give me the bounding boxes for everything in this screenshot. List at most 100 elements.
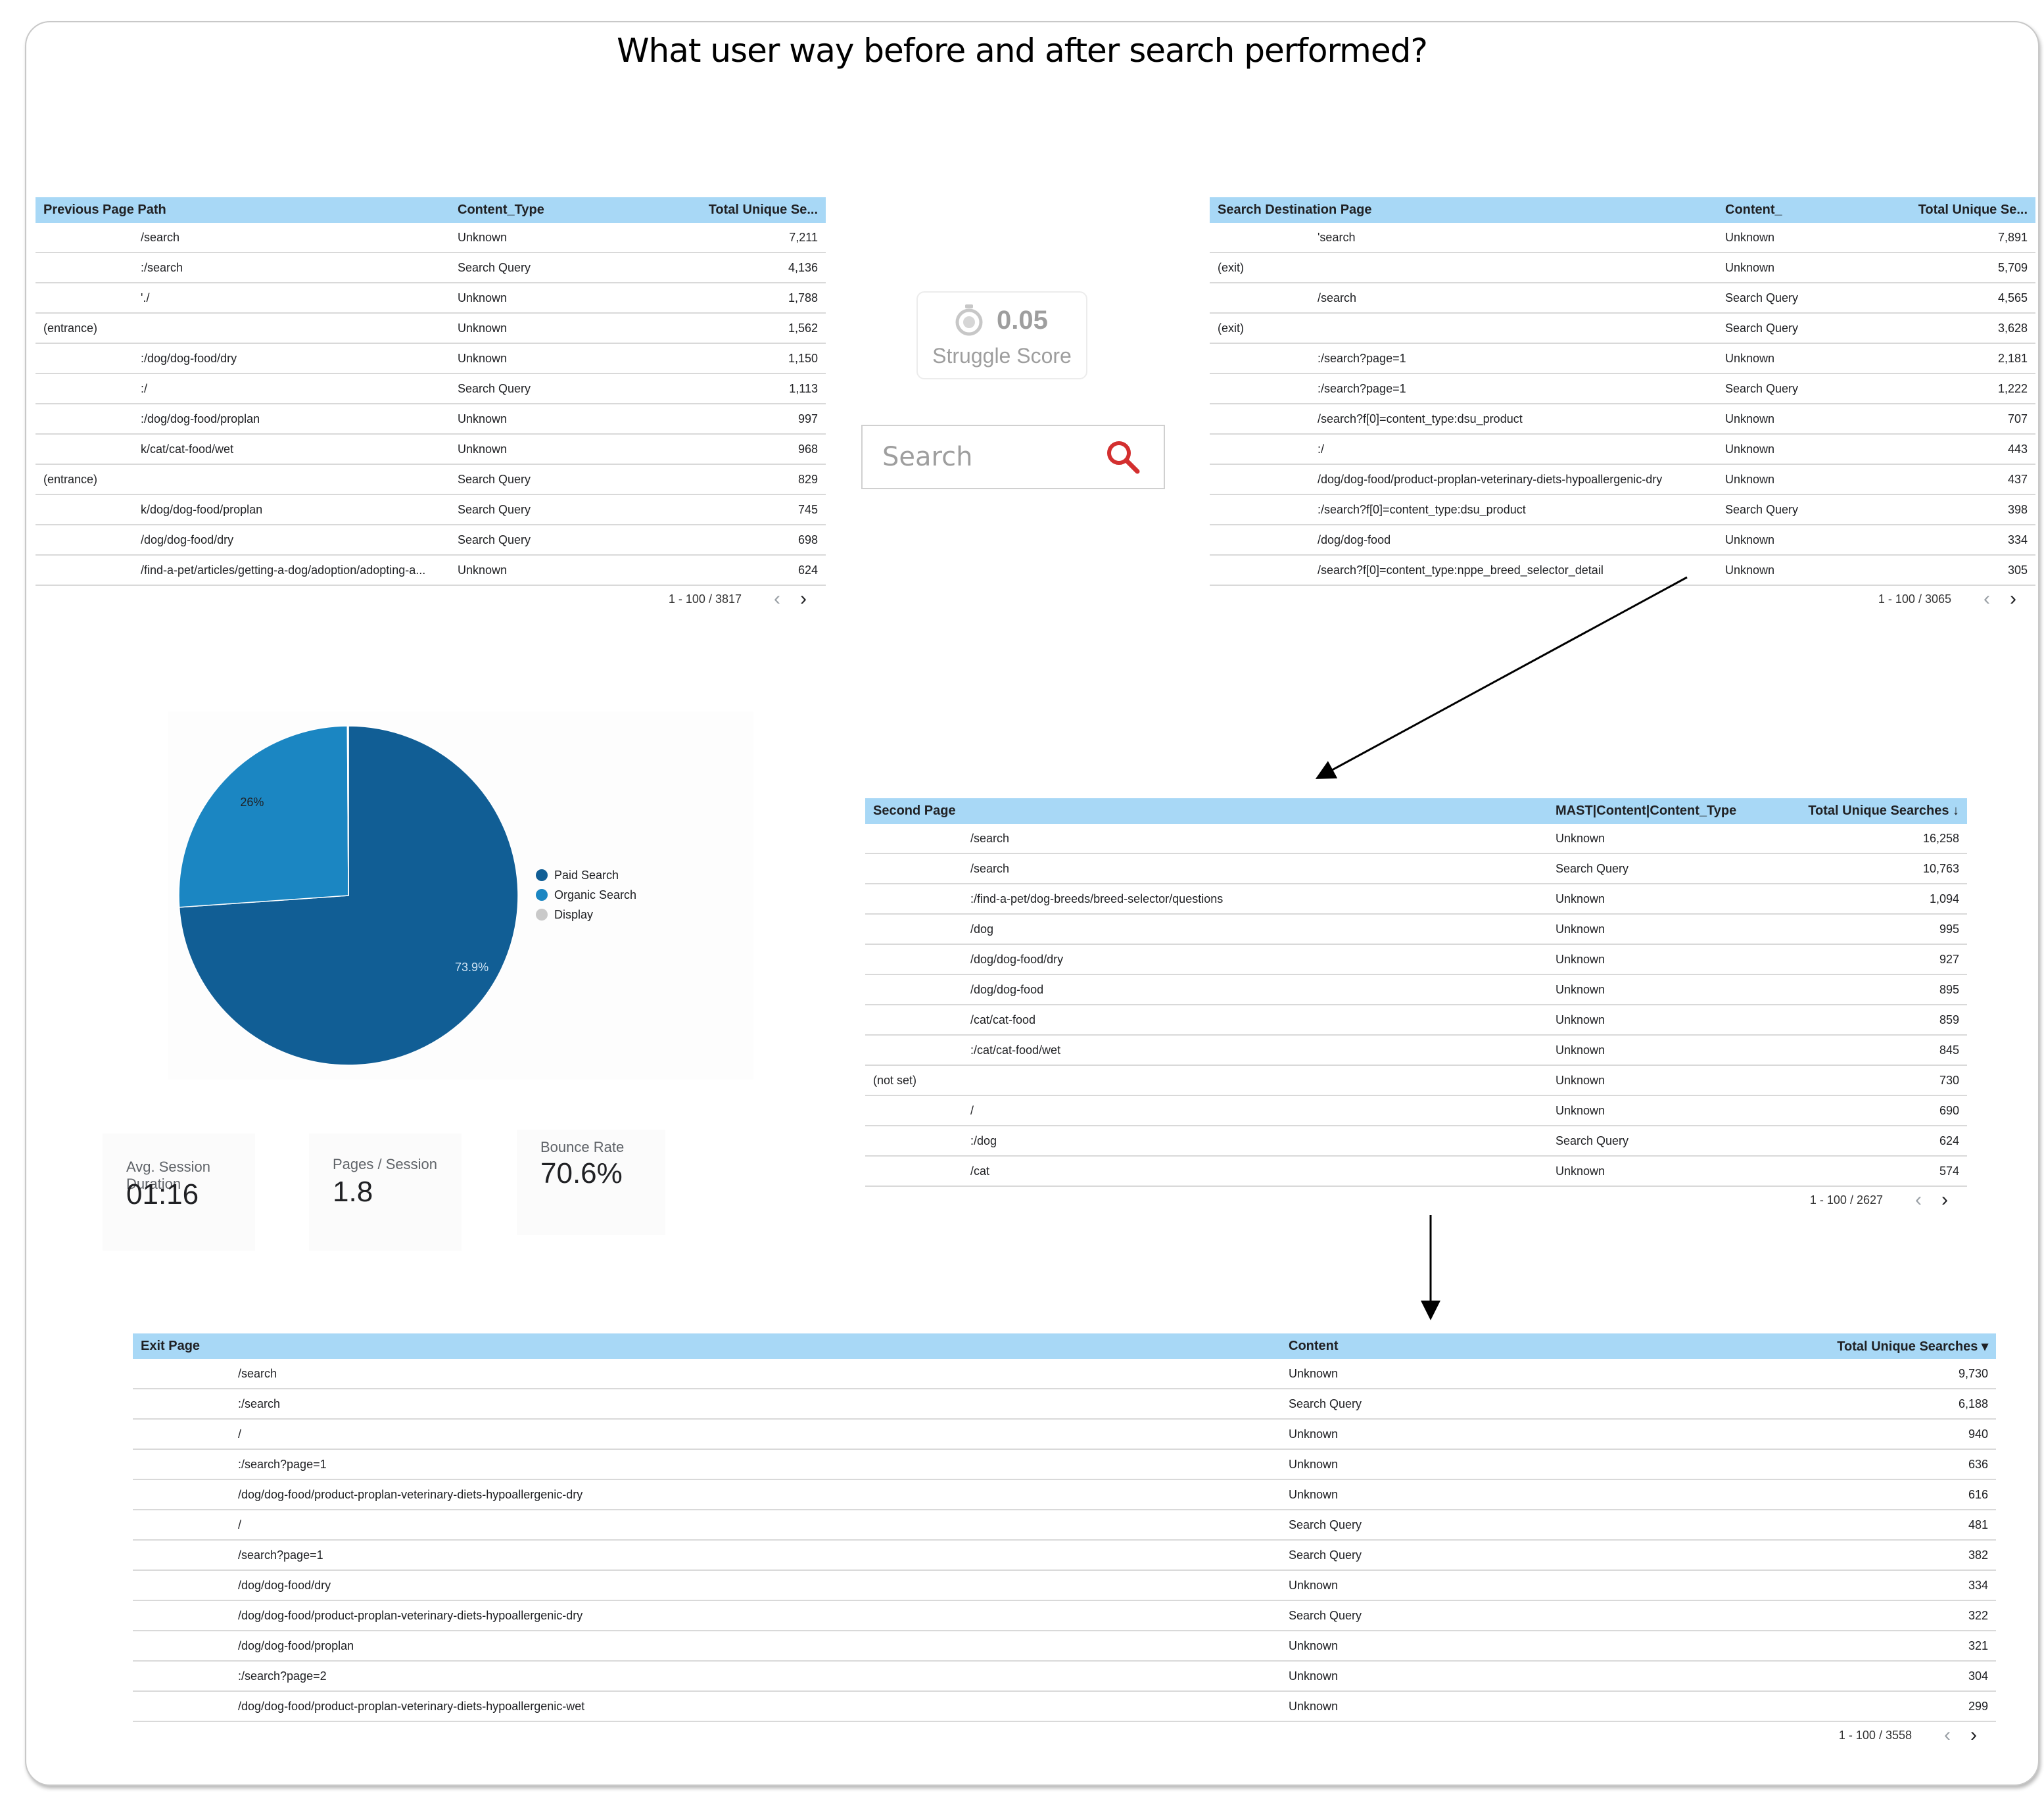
table-row[interactable]: :/ Search Query 1,113 — [36, 374, 826, 404]
cell-content-type: Search Query — [458, 260, 531, 274]
chevron-left-icon[interactable]: ‹ — [774, 588, 780, 610]
table-row[interactable]: / Unknown 690 — [865, 1096, 1967, 1126]
cell-page: /search — [970, 831, 1010, 845]
stopwatch-icon — [955, 304, 983, 336]
table-row[interactable]: /dog/dog-food/dry Unknown 334 — [133, 1571, 1996, 1601]
table-header: Previous Page Path Content_Type Total Uniq… — [36, 197, 826, 223]
column-header[interactable]: Previous Page Path — [43, 203, 166, 217]
column-header[interactable]: Total Unique Searches ↓ — [1808, 803, 1959, 818]
struggle-score-label: Struggle Score — [932, 344, 1072, 368]
cell-content-type: Search Query — [1725, 321, 1799, 335]
table-row[interactable]: :/search?f[0]=content_type:dsu_product Se… — [1210, 495, 2035, 525]
column-header[interactable]: Total Unique Se... — [1918, 203, 2028, 217]
cell-total: 940 — [1968, 1427, 1988, 1441]
table-row[interactable]: k/cat/cat-food/wet Unknown 968 — [36, 435, 826, 465]
table-row[interactable]: /dog/dog-food/dry Unknown 927 — [865, 945, 1967, 975]
table-row[interactable]: 'search Unknown 7,891 — [1210, 223, 2035, 253]
cell-page: :/search?page=1 — [238, 1457, 327, 1471]
table-row[interactable]: (entrance) Unknown 1,562 — [36, 314, 826, 344]
cell-total: 636 — [1968, 1457, 1988, 1471]
table-row[interactable]: /dog/dog-food/product-proplan-veterinary… — [1210, 465, 2035, 495]
table-row[interactable]: /dog/dog-food Unknown 895 — [865, 975, 1967, 1005]
table-row[interactable]: :/search Search Query 4,136 — [36, 253, 826, 283]
column-header[interactable]: Total Unique Se... — [708, 203, 818, 217]
cell-total: 616 — [1968, 1487, 1988, 1501]
previous-page-table: Previous Page Path Content_Type Total Uniq… — [36, 197, 826, 612]
table-row[interactable]: (not set) Unknown 730 — [865, 1066, 1967, 1096]
cell-page: 'search — [1318, 230, 1356, 244]
table-row[interactable]: /search?f[0]=content_type:nppe_breed_sel… — [1210, 556, 2035, 586]
cell-content-type: Search Query — [458, 381, 531, 395]
table-row[interactable]: :/ Unknown 443 — [1210, 435, 2035, 465]
table-row[interactable]: /dog/dog-food/proplan Unknown 321 — [133, 1631, 1996, 1662]
chevron-right-icon[interactable]: › — [1941, 1189, 1948, 1210]
table-row[interactable]: :/cat/cat-food/wet Unknown 845 — [865, 1036, 1967, 1066]
cell-page: /dog — [970, 922, 994, 936]
cell-page: /dog/dog-food/proplan — [238, 1639, 354, 1652]
search-input[interactable] — [881, 441, 1081, 473]
table-row[interactable]: :/search Search Query 6,188 — [133, 1389, 1996, 1420]
table-row[interactable]: /dog/dog-food/product-proplan-veterinary… — [133, 1692, 1996, 1722]
legend-dot-organic — [536, 889, 548, 901]
cell-page: :/search?page=1 — [1318, 351, 1406, 365]
table-row[interactable]: / Unknown 940 — [133, 1420, 1996, 1450]
chevron-right-icon[interactable]: › — [1970, 1724, 1977, 1746]
column-header[interactable]: MAST|Content|Content_Type — [1556, 803, 1737, 818]
table-row[interactable]: (exit) Unknown 5,709 — [1210, 253, 2035, 283]
column-header[interactable]: Content_Type — [458, 203, 544, 217]
table-row[interactable]: /search Search Query 4,565 — [1210, 283, 2035, 314]
column-header[interactable]: Second Page — [873, 803, 956, 818]
chevron-left-icon[interactable]: ‹ — [1984, 588, 1990, 610]
table-row[interactable]: /find-a-pet/articles/getting-a-dog/adopt… — [36, 556, 826, 586]
table-row[interactable]: './ Unknown 1,788 — [36, 283, 826, 314]
pagination: 1 - 100 / 3558 ‹ › — [133, 1722, 1996, 1748]
cell-content-type: Unknown — [1289, 1578, 1339, 1592]
cell-total: 5,709 — [1997, 260, 2028, 274]
cell-total: 322 — [1968, 1608, 1988, 1622]
cell-page: k/dog/dog-food/proplan — [141, 502, 263, 516]
pie-slice-display[interactable] — [346, 725, 349, 896]
cell-page: /cat — [970, 1164, 990, 1178]
table-row[interactable]: /dog/dog-food/product-proplan-veterinary… — [133, 1480, 1996, 1510]
table-row[interactable]: /dog/dog-food Unknown 334 — [1210, 525, 2035, 556]
table-row[interactable]: :/find-a-pet/dog-breeds/breed-selector/q… — [865, 884, 1967, 915]
table-row[interactable]: / Search Query 481 — [133, 1510, 1996, 1541]
table-row[interactable]: /dog Unknown 995 — [865, 915, 1967, 945]
table-row[interactable]: /search?page=1 Search Query 382 — [133, 1541, 1996, 1571]
table-row[interactable]: :/search?page=1 Search Query 1,222 — [1210, 374, 2035, 404]
cell-content-type: Search Query — [458, 533, 531, 546]
table-row[interactable]: :/dog/dog-food/proplan Unknown 997 — [36, 404, 826, 435]
table-row[interactable]: /dog/dog-food/product-proplan-veterinary… — [133, 1601, 1996, 1631]
table-row[interactable]: /cat/cat-food Unknown 859 — [865, 1005, 1967, 1036]
column-header[interactable]: Content_ — [1725, 203, 1782, 217]
column-header[interactable]: Search Destination Page — [1218, 203, 1372, 217]
chevron-left-icon[interactable]: ‹ — [1944, 1724, 1951, 1746]
table-row[interactable]: k/dog/dog-food/proplan Search Query 745 — [36, 495, 826, 525]
table-row[interactable]: /dog/dog-food/dry Search Query 698 — [36, 525, 826, 556]
table-row[interactable]: :/search?page=1 Unknown 636 — [133, 1450, 1996, 1480]
cell-total: 4,136 — [788, 260, 818, 274]
table-row[interactable]: /search Search Query 10,763 — [865, 854, 1967, 884]
cell-total: 382 — [1968, 1548, 1988, 1562]
column-header[interactable]: Exit Page — [141, 1339, 201, 1353]
table-row[interactable]: /search Unknown 16,258 — [865, 824, 1967, 854]
pie-slice-organic[interactable] — [178, 725, 349, 908]
table-row[interactable]: /search Unknown 9,730 — [133, 1359, 1996, 1389]
cell-content-type: Search Query — [1725, 381, 1799, 395]
chevron-left-icon[interactable]: ‹ — [1915, 1189, 1922, 1210]
table-row[interactable]: /cat Unknown 574 — [865, 1157, 1967, 1187]
chevron-right-icon[interactable]: › — [800, 588, 807, 610]
chevron-right-icon[interactable]: › — [2010, 588, 2016, 610]
table-row[interactable]: :/search?page=2 Unknown 304 — [133, 1662, 1996, 1692]
table-row[interactable]: /search?f[0]=content_type:dsu_product Unk… — [1210, 404, 2035, 435]
table-row[interactable]: (entrance) Search Query 829 — [36, 465, 826, 495]
search-icon[interactable] — [1103, 437, 1143, 477]
table-row[interactable]: (exit) Search Query 3,628 — [1210, 314, 2035, 344]
table-row[interactable]: :/dog Search Query 624 — [865, 1126, 1967, 1157]
table-row[interactable]: /search Unknown 7,211 — [36, 223, 826, 253]
cell-content-type: Search Query — [1289, 1397, 1362, 1410]
column-header[interactable]: Content — [1289, 1339, 1339, 1353]
table-row[interactable]: :/dog/dog-food/dry Unknown 1,150 — [36, 344, 826, 374]
column-header[interactable]: Total Unique Searches ▾ — [1837, 1339, 1988, 1354]
table-row[interactable]: :/search?page=1 Unknown 2,181 — [1210, 344, 2035, 374]
